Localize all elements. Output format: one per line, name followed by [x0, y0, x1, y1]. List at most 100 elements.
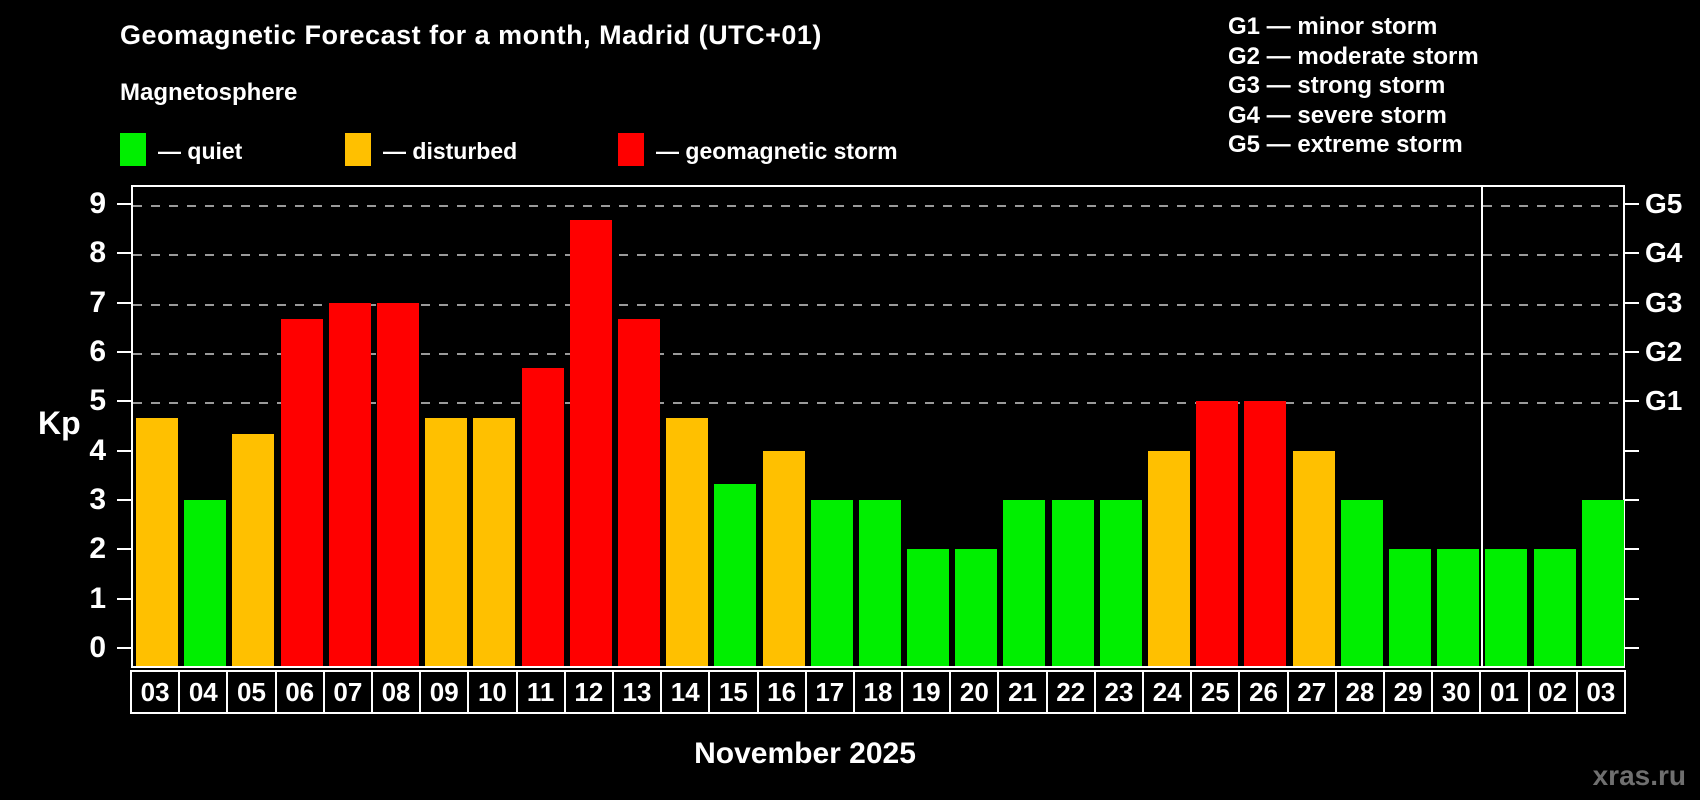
left-tick-kp7	[117, 301, 131, 304]
kp-bar-24	[1148, 450, 1191, 666]
day-label-26: 26	[1238, 670, 1289, 714]
day-label-02: 02	[1527, 670, 1578, 714]
kp-bar-29	[1389, 549, 1432, 666]
disturbed-swatch-icon	[345, 133, 371, 166]
g2-legend-line: G2 — moderate storm	[1228, 42, 1479, 70]
right-tick-kp1	[1625, 597, 1639, 600]
kp-bar-11	[521, 368, 564, 666]
day-label-14: 14	[660, 670, 711, 714]
day-label-13: 13	[611, 670, 663, 714]
day-label-24: 24	[1142, 670, 1193, 714]
kp-bar-18	[858, 500, 901, 666]
gridline-kp6	[133, 353, 1623, 355]
g3-legend-line: G3 — strong storm	[1228, 72, 1446, 100]
day-label-17: 17	[804, 670, 855, 714]
day-label-15: 15	[708, 670, 759, 714]
x-axis-title: November 2025	[694, 737, 916, 770]
right-tick-kp7	[1625, 301, 1639, 304]
day-label-22: 22	[1045, 670, 1096, 714]
g-tick-label-g1: G1	[1645, 385, 1683, 417]
day-label-27: 27	[1286, 670, 1337, 714]
chart-title: Geomagnetic Forecast for a month, Madrid…	[120, 20, 822, 50]
g-scale-legend: G1 — minor storm G2 — moderate storm G3 …	[1228, 12, 1479, 160]
day-label-03: 03	[130, 670, 181, 714]
y-tick-label-2: 2	[89, 532, 106, 566]
left-tick-kp6	[117, 351, 131, 353]
y-axis-label: Kp	[38, 405, 81, 441]
right-tick-kp0	[1625, 647, 1639, 649]
left-tick-kp8	[117, 252, 131, 255]
day-label-10: 10	[467, 670, 518, 714]
right-tick-kp3	[1625, 499, 1639, 501]
right-tick-kp6	[1625, 351, 1639, 353]
y-tick-label-6: 6	[89, 335, 106, 368]
kp-bar-30	[1437, 549, 1480, 666]
y-tick-label-3: 3	[89, 483, 106, 516]
day-label-01: 01	[1479, 670, 1530, 714]
g-tick-label-g3: G3	[1645, 286, 1683, 318]
y-tick-label-0: 0	[89, 631, 106, 664]
y-tick-label-7: 7	[89, 285, 106, 319]
day-label-05: 05	[226, 670, 277, 714]
day-label-04: 04	[178, 670, 229, 714]
y-tick-label-9: 9	[89, 187, 106, 220]
kp-bar-27	[1292, 450, 1335, 666]
g-tick-label-g5: G5	[1645, 188, 1683, 219]
kp-bar-08	[376, 302, 419, 666]
kp-bar-06	[280, 318, 323, 666]
day-label-03: 03	[1575, 670, 1626, 714]
left-tick-kp1	[117, 597, 131, 600]
quiet-legend-label: — quiet	[158, 138, 243, 164]
day-label-19: 19	[901, 670, 952, 714]
left-tick-kp5	[117, 400, 131, 403]
kp-bar-28	[1340, 500, 1383, 666]
gridline-kp7	[133, 303, 1623, 306]
kp-bar-12	[569, 220, 612, 666]
kp-bar-13	[617, 318, 660, 666]
left-tick-kp2	[117, 548, 131, 551]
kp-bar-07	[328, 302, 371, 666]
y-tick-label-1: 1	[89, 581, 106, 615]
storm-swatch-icon	[618, 133, 644, 166]
g4-legend-line: G4 — severe storm	[1228, 101, 1447, 129]
day-label-12: 12	[563, 670, 614, 714]
day-label-29: 29	[1383, 670, 1434, 714]
kp-bar-25	[1196, 401, 1239, 666]
right-tick-kp5	[1625, 400, 1639, 403]
g-tick-label-g4: G4	[1645, 237, 1683, 269]
left-tick-kp3	[117, 499, 131, 501]
kp-bar-22	[1051, 500, 1094, 666]
quiet-swatch-icon	[120, 133, 146, 166]
right-tick-kp9	[1625, 203, 1639, 205]
kp-bar-21	[1003, 500, 1046, 666]
g1-legend-line: G1 — minor storm	[1228, 13, 1438, 40]
day-label-11: 11	[515, 670, 566, 714]
right-tick-kp4	[1625, 449, 1639, 452]
left-tick-kp9	[117, 203, 131, 205]
kp-bar-16	[762, 450, 805, 666]
gridline-kp8	[133, 254, 1623, 257]
kp-bar-03	[1581, 500, 1624, 666]
day-label-09: 09	[419, 670, 470, 714]
day-label-21: 21	[997, 670, 1048, 714]
chart-subtitle: Magnetosphere	[120, 79, 298, 106]
left-tick-kp4	[117, 449, 131, 452]
kp-bar-05	[232, 434, 275, 666]
day-label-06: 06	[274, 670, 325, 714]
storm-legend-label: — geomagnetic storm	[656, 138, 898, 164]
gridline-kp5	[133, 402, 1623, 405]
y-tick-label-5: 5	[89, 384, 106, 418]
disturbed-legend-label: — disturbed	[383, 138, 518, 164]
day-label-23: 23	[1093, 670, 1145, 714]
kp-bar-04	[184, 500, 227, 666]
g-tick-label-g2: G2	[1645, 336, 1683, 367]
kp-bar-10	[473, 417, 516, 666]
day-label-08: 08	[370, 670, 422, 714]
kp-bar-01	[1485, 549, 1528, 666]
month-boundary-line	[1481, 187, 1484, 666]
right-tick-kp8	[1625, 252, 1639, 255]
kp-bar-03	[136, 417, 178, 666]
kp-bar-02	[1533, 549, 1576, 666]
y-tick-label-4: 4	[89, 433, 106, 467]
